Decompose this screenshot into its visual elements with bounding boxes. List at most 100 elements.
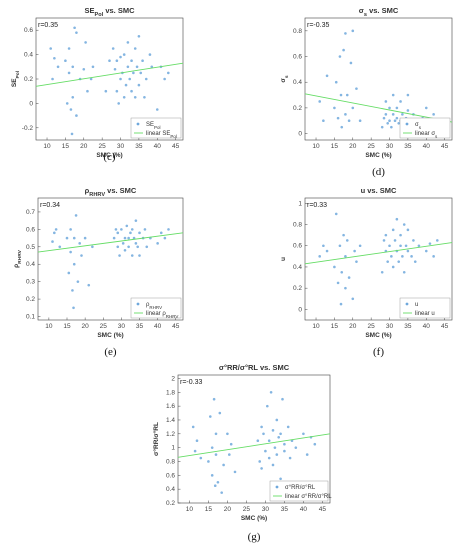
data-point [129,231,132,235]
data-point [51,240,54,243]
data-point [228,453,231,456]
data-point [53,231,56,235]
data-point [53,56,56,60]
data-point [401,255,404,258]
data-point [141,59,144,62]
legend: u linear u [399,297,451,319]
data-point [167,228,170,231]
data-point [260,467,263,470]
data-point [417,244,421,248]
data-point [267,456,271,460]
data-point [127,236,130,240]
x-tick-label: 35 [404,143,412,150]
data-point [391,265,395,269]
y-tick-label: 0.2 [26,296,35,303]
fit-line [35,62,184,87]
data-point [355,87,358,90]
y-tick-label: 0.4 [293,79,302,86]
data-point [395,106,399,110]
data-point [138,254,141,257]
data-point [104,89,108,93]
chart-g: σ°RR/σ°RL vs. SMC 10 15 20 25 30 35 40 45 0.2 0.4 0… [152,363,332,543]
y-tick-label: 0 [298,306,302,313]
y-tick-label: 0.3 [26,279,35,286]
data-point [119,55,122,59]
x-tick-label: 30 [386,143,394,150]
data-point [75,114,78,117]
data-point [67,71,71,75]
y-tick-label: 2 [171,375,175,382]
y-tick-label: -0.2 [22,125,34,132]
y-tick-label: 0.4 [293,264,302,271]
data-point [122,53,126,56]
y-tick-label: 1.8 [166,389,175,396]
data-point [390,255,393,258]
legend-entry: ρRHRV [146,302,162,310]
legend-box [269,480,329,502]
fit-line [304,93,453,123]
data-point [78,242,81,245]
legend-entry: linear u [415,311,435,317]
legend-box [130,117,182,139]
y-tick-label: 0.6 [293,54,302,61]
data-point [54,228,58,231]
legend-marker [405,302,409,306]
data-point [72,262,76,266]
data-point [325,74,329,78]
data-point [345,239,349,242]
data-point [380,125,384,129]
data-point [344,286,347,290]
data-point [412,239,415,242]
data-point [136,245,139,249]
data-point [353,249,356,253]
data-point [402,270,406,274]
data-point [384,113,388,116]
legend-entry: linear σ°RR/σ°RL [285,494,332,500]
data-point [76,280,80,283]
fit-line [177,433,331,458]
y-axis-label: u [280,257,287,261]
data-point [406,228,410,232]
legend-marker [405,122,409,126]
data-point [135,65,139,69]
legend-marker [136,122,140,126]
x-axis-label: SMC (%) [241,515,267,522]
legend-marker [136,302,140,306]
x-tick-label: 20 [82,323,90,330]
data-point [116,245,120,249]
data-point [117,102,120,105]
panel-caption: (e) [104,346,117,358]
data-point [130,228,134,231]
data-point [428,242,432,245]
data-point [264,449,267,453]
legend-entry: linear SEPol [146,131,177,139]
data-point [209,415,212,418]
data-point [229,442,233,446]
data-point [123,236,127,240]
y-tick-label: 0.1 [26,314,35,321]
x-tick-label: 25 [368,323,376,330]
data-point [191,425,195,429]
x-tick-label: 15 [63,323,71,330]
data-point [275,453,279,456]
data-point [130,89,133,93]
data-point [318,255,322,258]
data-point [226,432,229,436]
panel-caption: (f) [373,346,384,358]
data-point [144,77,148,81]
x-axis-label: SMC (%) [96,152,122,159]
y-axis-label: σ°RR/σ°RL [152,422,160,456]
y-tick-label: 1.4 [166,417,175,424]
data-point [271,429,275,432]
panel-caption: (g) [248,531,261,543]
data-point [69,250,72,254]
data-point [395,217,399,221]
data-point [336,281,340,285]
data-point [108,59,111,62]
data-point [340,125,344,129]
data-point [388,244,391,248]
legend-box [130,297,182,319]
y-axis-label: ρRHRV [13,249,23,267]
fit-line [304,242,453,265]
data-point [271,463,275,467]
